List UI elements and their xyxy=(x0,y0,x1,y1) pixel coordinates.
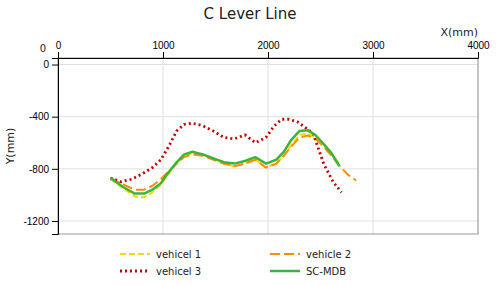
x-tick: 1000 xyxy=(152,40,175,58)
grid-line-y xyxy=(58,116,478,117)
grid-line-x xyxy=(163,58,164,234)
legend-label: vehicel 1 xyxy=(156,249,201,260)
x-tick-mark xyxy=(58,52,59,58)
x-axis-line xyxy=(59,52,479,59)
plot: 0 1000 2000 3000 4000 0 -400 -800 -1200 xyxy=(23,40,490,235)
y-axis-title: Y(mm) xyxy=(4,128,17,166)
legend-item: vehicel 1 xyxy=(120,249,201,260)
x-tick-label: 4000 xyxy=(467,40,490,51)
annotation: 0 xyxy=(40,43,46,54)
x-tick: 0 xyxy=(56,40,62,58)
y-tick-label: 0 xyxy=(43,59,49,70)
y-tick-mark xyxy=(52,221,58,222)
x-axis-title: X(mm) xyxy=(440,26,478,39)
x-tick-label: 3000 xyxy=(362,40,385,51)
plot-frame xyxy=(58,58,478,234)
series-line xyxy=(111,130,340,193)
y-tick-mark xyxy=(52,169,58,170)
y-tick-label: -1200 xyxy=(23,216,49,227)
chart: 0 1000 2000 3000 4000 0 -400 -800 -1200 C Lever L… xyxy=(0,0,500,286)
legend-item: vehicle 2 xyxy=(270,249,351,260)
title: C Lever Line xyxy=(204,5,297,23)
series-line xyxy=(111,134,340,198)
x-tick-mark xyxy=(373,52,374,58)
y-tick-label: -800 xyxy=(29,164,49,175)
grid xyxy=(58,58,478,234)
y-tick-label: -400 xyxy=(29,111,49,122)
y-tick: -400 xyxy=(29,111,58,122)
x-tick: 2000 xyxy=(257,40,280,58)
y-tick-mark xyxy=(52,65,58,66)
lines xyxy=(111,119,357,197)
legend-label: vehicel 3 xyxy=(156,266,201,277)
grid-line-x xyxy=(268,58,269,234)
x-tick-mark xyxy=(268,52,269,58)
y-tick: 0 xyxy=(43,59,58,70)
legend-label: vehicle 2 xyxy=(306,249,351,260)
y-tick: -800 xyxy=(29,164,58,175)
x-tick-label: 2000 xyxy=(257,40,280,51)
grid-line-y xyxy=(58,64,478,65)
legend-swatch xyxy=(120,253,150,255)
x-tick-label: 1000 xyxy=(152,40,175,51)
x-tick-mark xyxy=(478,52,479,58)
y-axis-line xyxy=(52,59,59,235)
x-tick-label: 0 xyxy=(56,40,62,51)
grid-line-y xyxy=(58,168,478,169)
x-tick: 4000 xyxy=(467,40,490,58)
legend-swatch xyxy=(270,270,300,273)
grid-line-x xyxy=(373,58,374,234)
grid-line-y xyxy=(58,220,478,221)
x-tick: 3000 xyxy=(362,40,385,58)
legend-item: SC-MDB xyxy=(270,266,346,277)
legend-swatch xyxy=(270,253,300,255)
x-axis: 0 1000 2000 3000 4000 xyxy=(56,40,490,59)
x-tick-mark xyxy=(163,52,164,58)
y-axis: 0 -400 -800 -1200 xyxy=(23,59,58,235)
y-tick-mark xyxy=(52,117,58,118)
legend-label: SC-MDB xyxy=(306,266,346,277)
legend: vehicel 1 vehicle 2 vehicel 3 SC-MDB xyxy=(120,249,351,277)
legend-item: vehicel 3 xyxy=(120,266,201,277)
legend-swatch xyxy=(120,270,150,273)
y-tick: -1200 xyxy=(23,216,58,227)
